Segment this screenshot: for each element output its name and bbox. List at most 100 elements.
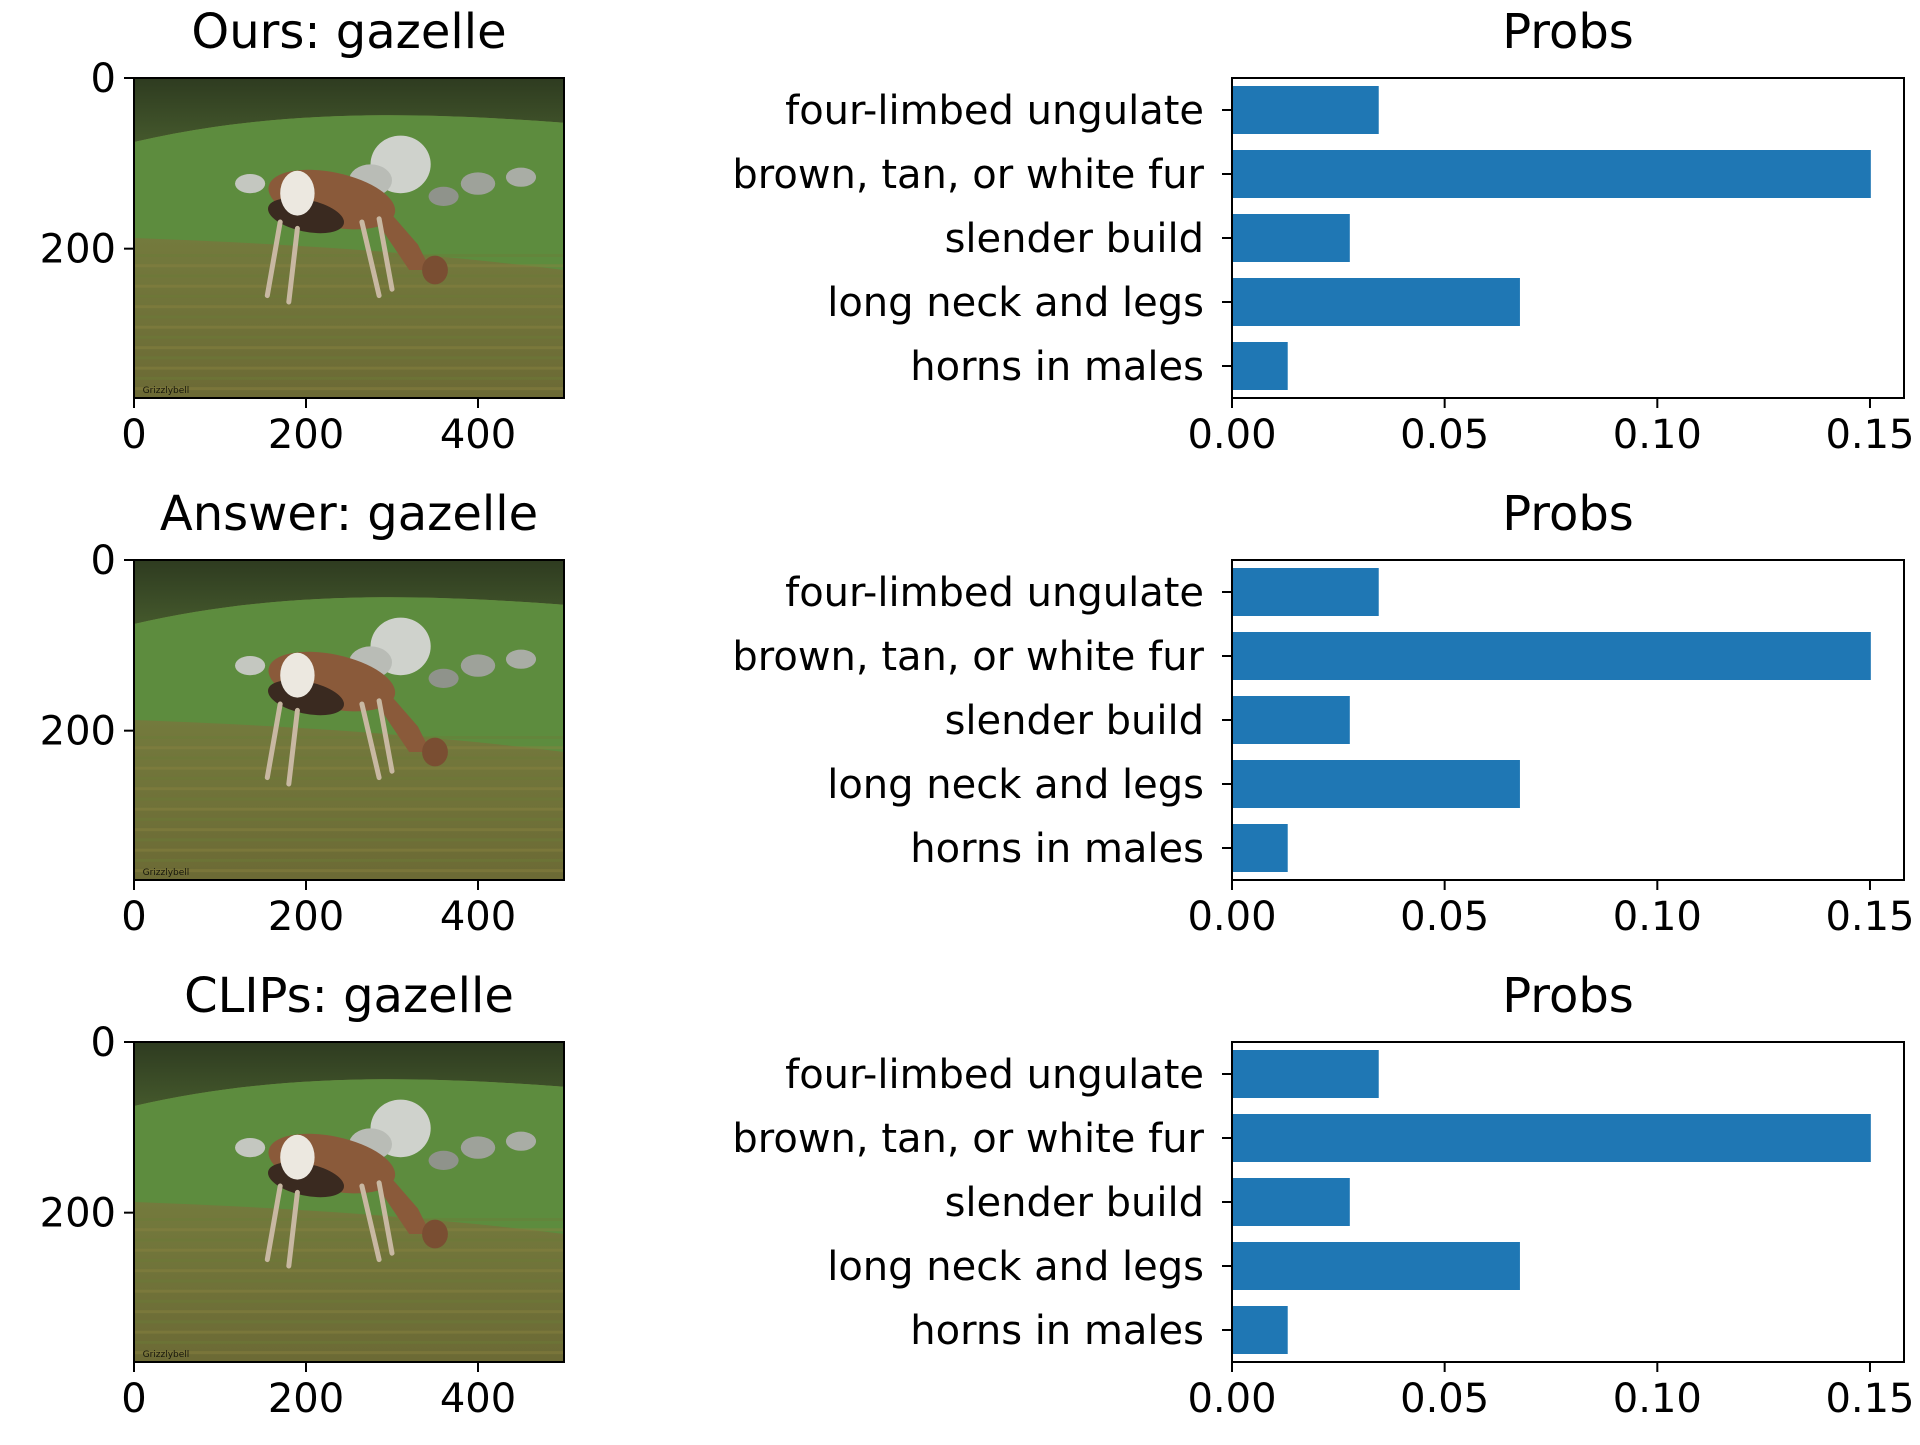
photo-grass-strip <box>134 1269 564 1273</box>
gazelle-leg <box>359 1183 382 1263</box>
bar-chart-title: Probs <box>1502 4 1634 60</box>
bar <box>1232 632 1871 680</box>
bar-category-label: long neck and legs <box>827 762 1204 808</box>
gazelle-photo: Grizzlybell <box>134 560 564 880</box>
image-panel: CLIPs: gazelle Grizzlybell 0 200 400 0 200 <box>40 968 565 1422</box>
bar <box>1232 278 1520 326</box>
bar-chart-panel: Probs four-limbed ungulate brown, tan, or … <box>732 486 1914 940</box>
image-x-tick-label: 200 <box>268 1376 344 1422</box>
bar-x-tick-label: 0.10 <box>1613 894 1702 940</box>
image-y-tick-label: 0 <box>91 56 116 102</box>
gazelle-rump <box>280 652 315 698</box>
gazelle-leg <box>376 1180 395 1256</box>
bar-x-tick-label: 0.05 <box>1400 412 1489 458</box>
gazelle-leg <box>359 219 382 299</box>
photo-grass-strip <box>134 305 564 309</box>
photo-grass-strip <box>134 335 564 339</box>
photo-grass-strip <box>134 315 564 319</box>
gazelle-leg <box>264 1183 283 1263</box>
photo-grass-strip <box>134 736 564 739</box>
photo-grass-strip <box>134 828 564 832</box>
image-x-tick-label: 0 <box>121 412 146 458</box>
image-panel-frame <box>133 77 565 399</box>
image-x-tick-label: 200 <box>268 894 344 940</box>
gazelle-leg <box>286 1189 300 1269</box>
bar-category-label: brown, tan, or white fur <box>732 634 1204 680</box>
photo-grass-strip <box>134 346 564 350</box>
photo-grass-strip <box>134 325 564 329</box>
photo-grass-strip <box>134 387 564 391</box>
bar-chart-frame <box>1231 77 1905 399</box>
bar <box>1232 1050 1379 1098</box>
photo-rock <box>235 656 266 676</box>
photo-grass-strip <box>134 746 564 750</box>
gazelle-leg <box>286 225 300 305</box>
gazelle-neck <box>370 672 431 752</box>
bar-x-tick-label: 0.15 <box>1825 412 1914 458</box>
photo-grass-strip <box>134 766 564 770</box>
photo-grass-strip <box>134 1279 564 1283</box>
bar-category-label: brown, tan, or white fur <box>732 1116 1204 1162</box>
photo-treeline <box>134 78 564 142</box>
gazelle-rump <box>280 1134 315 1180</box>
photo-grass-strip <box>134 858 564 862</box>
gazelle-leg <box>376 216 395 292</box>
photo-grass-strip <box>134 356 564 360</box>
bar-x-tick-label: 0.10 <box>1613 1376 1702 1422</box>
photo-rock <box>505 649 537 669</box>
bar-x-tick-label: 0.05 <box>1400 894 1489 940</box>
gazelle-leg <box>264 219 283 299</box>
image-panel-frame <box>133 1041 565 1363</box>
bar-x-tick-label: 0.15 <box>1825 894 1914 940</box>
photo-grass-strip <box>134 1248 564 1252</box>
photo-rock <box>460 654 496 677</box>
photo-grass-strip <box>134 848 564 852</box>
image-y-tick-label: 0 <box>91 1020 116 1066</box>
gazelle-leg <box>286 707 300 787</box>
photo-grass-strip <box>134 366 564 370</box>
photo-grass-strip <box>134 838 564 842</box>
bar-chart-frame <box>1231 1041 1905 1363</box>
bar-chart-title: Probs <box>1502 968 1634 1024</box>
image-panel-title: CLIPs: gazelle <box>184 968 514 1024</box>
bar-x-tick-label: 0.00 <box>1187 894 1276 940</box>
photo-grass-strip <box>134 284 564 288</box>
bar-chart-frame <box>1231 559 1905 881</box>
bar-category-label: slender build <box>945 698 1204 744</box>
image-y-tick-label: 200 <box>40 227 116 273</box>
image-panel: Ours: gazelle Grizzlybell 0 200 400 0 200 <box>40 4 565 458</box>
gazelle-leg <box>264 701 283 781</box>
photo-grass-strip <box>134 1320 564 1324</box>
bar-x-tick-label: 0.00 <box>1187 1376 1276 1422</box>
gazelle-neck <box>370 190 431 270</box>
bar-category-label: brown, tan, or white fur <box>732 152 1204 198</box>
photo-grass-strip <box>134 1228 564 1232</box>
bar-x-tick-label: 0.00 <box>1187 412 1276 458</box>
bar-x-tick-label: 0.05 <box>1400 1376 1489 1422</box>
photo-rock <box>505 167 537 187</box>
photo-rock <box>460 1136 496 1159</box>
bar-category-label: four-limbed ungulate <box>785 1052 1204 1098</box>
photo-grass-strip <box>134 756 564 760</box>
photo-grass-strip <box>134 1289 564 1293</box>
bar-category-label: horns in males <box>910 344 1204 390</box>
photo-rock <box>428 1150 459 1170</box>
bar-category-label: four-limbed ungulate <box>785 570 1204 616</box>
photo-grass-strip <box>134 264 564 268</box>
bar-category-label: slender build <box>945 216 1204 262</box>
gazelle-neck <box>370 1154 431 1234</box>
photo-watermark: Grizzlybell <box>143 1350 190 1360</box>
bar-chart-title: Probs <box>1502 486 1634 542</box>
image-y-tick-label: 200 <box>40 709 116 755</box>
photo-grass-strip <box>134 776 564 780</box>
image-panel: Answer: gazelle Grizzlybell 0 200 400 0 200 <box>40 486 565 940</box>
photo-grass-strip <box>134 254 564 257</box>
image-y-tick-label: 0 <box>91 538 116 584</box>
photo-grass-strip <box>134 797 564 801</box>
bar <box>1232 86 1379 134</box>
photo-grass-strip <box>134 869 564 873</box>
bar <box>1232 696 1350 744</box>
gazelle-leg <box>376 698 395 774</box>
photo-grass-strip <box>134 376 564 380</box>
